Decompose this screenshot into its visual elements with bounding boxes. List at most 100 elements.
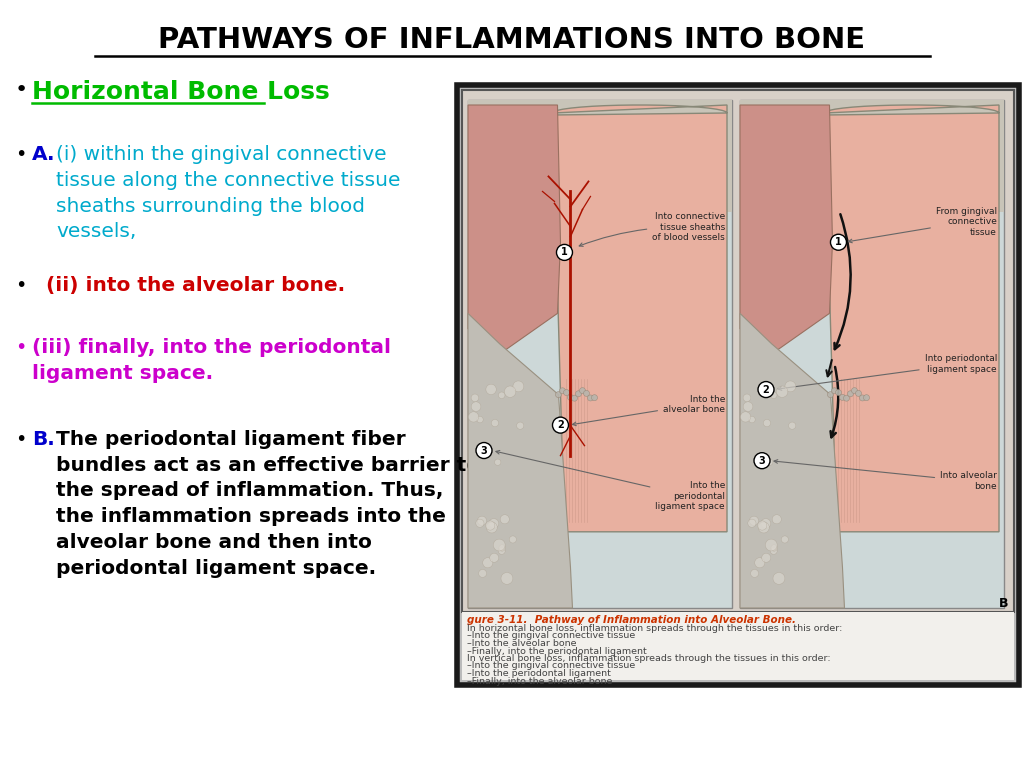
Circle shape (852, 388, 857, 394)
Circle shape (499, 545, 506, 551)
Circle shape (855, 390, 861, 396)
Circle shape (499, 392, 505, 399)
Text: gure 3-11.  Pathway of Inflammation into Alveolar Bone.: gure 3-11. Pathway of Inflammation into … (467, 615, 796, 625)
Text: –Into the gingival connective tissue: –Into the gingival connective tissue (467, 631, 635, 641)
Circle shape (755, 558, 765, 568)
Circle shape (494, 539, 505, 551)
Circle shape (477, 416, 483, 423)
Text: –Into the gingival connective tissue: –Into the gingival connective tissue (467, 661, 635, 670)
Circle shape (575, 391, 582, 397)
Circle shape (770, 548, 777, 554)
Circle shape (495, 459, 501, 465)
Circle shape (765, 539, 777, 551)
Text: 2: 2 (763, 385, 769, 395)
Text: 3: 3 (480, 445, 487, 455)
FancyBboxPatch shape (462, 90, 1014, 612)
Text: From gingival
connective
tissue: From gingival connective tissue (849, 207, 997, 243)
Text: •: • (15, 276, 27, 295)
Circle shape (773, 572, 784, 584)
Text: PATHWAYS OF INFLAMMATIONS INTO BONE: PATHWAYS OF INFLAMMATIONS INTO BONE (159, 26, 865, 54)
Circle shape (840, 395, 846, 400)
Text: The periodontal ligament fiber
bundles act as an effective barrier to
the spread: The periodontal ligament fiber bundles a… (56, 430, 480, 578)
Circle shape (509, 536, 516, 543)
Circle shape (556, 244, 572, 260)
Text: –Finally, into the alveolar bone: –Finally, into the alveolar bone (467, 677, 612, 686)
Circle shape (758, 521, 767, 530)
Circle shape (553, 417, 568, 433)
Circle shape (588, 395, 594, 401)
Text: Horizontal Bone Loss: Horizontal Bone Loss (32, 80, 330, 104)
Circle shape (836, 389, 842, 396)
Circle shape (859, 395, 865, 401)
Circle shape (505, 386, 516, 397)
Circle shape (758, 522, 769, 533)
Circle shape (476, 519, 484, 528)
Text: B.: B. (32, 430, 54, 449)
Circle shape (485, 521, 495, 530)
FancyBboxPatch shape (468, 100, 732, 212)
Circle shape (788, 422, 796, 429)
Circle shape (761, 518, 771, 528)
Text: (iii) finally, into the periodontal
ligament space.: (iii) finally, into the periodontal liga… (32, 338, 391, 382)
Polygon shape (468, 313, 572, 608)
Circle shape (482, 558, 493, 568)
Text: 2: 2 (557, 420, 564, 430)
Circle shape (485, 384, 497, 395)
Circle shape (743, 394, 751, 402)
Text: Into the
alveolar bone: Into the alveolar bone (572, 395, 725, 425)
Text: •: • (15, 430, 27, 449)
Circle shape (848, 391, 853, 397)
Circle shape (563, 389, 569, 396)
Circle shape (489, 518, 499, 528)
Circle shape (743, 402, 753, 412)
Circle shape (827, 392, 834, 398)
Text: In horizontal bone loss, inflammation spreads through the tissues in this order:: In horizontal bone loss, inflammation sp… (467, 624, 843, 633)
Circle shape (830, 234, 847, 250)
Text: –Into the alveolar bone: –Into the alveolar bone (467, 639, 577, 648)
Text: 3: 3 (759, 455, 765, 465)
Circle shape (740, 412, 751, 422)
FancyBboxPatch shape (457, 85, 1019, 685)
Circle shape (559, 388, 565, 394)
FancyBboxPatch shape (468, 100, 732, 608)
Circle shape (571, 396, 578, 401)
Circle shape (767, 459, 773, 465)
Text: 1: 1 (561, 247, 568, 257)
Polygon shape (824, 105, 999, 531)
Circle shape (751, 569, 759, 578)
Text: –Into the periodontal ligament: –Into the periodontal ligament (467, 669, 611, 678)
Circle shape (750, 516, 759, 525)
Circle shape (513, 381, 524, 392)
Text: Into connective
tissue sheaths
of blood vessels: Into connective tissue sheaths of blood … (580, 212, 725, 247)
Circle shape (770, 392, 777, 399)
Polygon shape (740, 105, 833, 354)
Text: (ii) into the alveolar bone.: (ii) into the alveolar bone. (46, 276, 345, 295)
Circle shape (580, 388, 586, 394)
Circle shape (499, 548, 505, 554)
FancyBboxPatch shape (740, 100, 1004, 212)
Circle shape (785, 381, 796, 392)
Text: Into alveolar
bone: Into alveolar bone (774, 460, 997, 491)
Text: (i) within the gingival connective
tissue along the connective tissue
sheaths su: (i) within the gingival connective tissu… (56, 145, 400, 241)
Circle shape (781, 536, 788, 543)
Circle shape (489, 553, 499, 562)
Text: In vertical bone loss, inflammation spreads through the tissues in this order:: In vertical bone loss, inflammation spre… (467, 654, 830, 663)
Circle shape (477, 516, 486, 525)
Text: 1: 1 (836, 237, 842, 247)
Circle shape (772, 515, 781, 524)
Circle shape (471, 394, 478, 402)
Circle shape (754, 452, 770, 468)
Text: •: • (15, 145, 27, 164)
Circle shape (555, 392, 561, 398)
Circle shape (762, 553, 771, 562)
Text: •: • (15, 338, 27, 357)
Text: –Finally, into the periodontal ligament: –Finally, into the periodontal ligament (467, 647, 647, 656)
Circle shape (486, 522, 498, 533)
FancyBboxPatch shape (462, 612, 1014, 680)
Circle shape (584, 390, 590, 396)
Polygon shape (553, 105, 727, 531)
Circle shape (567, 395, 573, 400)
Circle shape (501, 572, 513, 584)
Polygon shape (740, 313, 845, 608)
Text: Into the
periodontal
ligament space: Into the periodontal ligament space (496, 451, 725, 511)
